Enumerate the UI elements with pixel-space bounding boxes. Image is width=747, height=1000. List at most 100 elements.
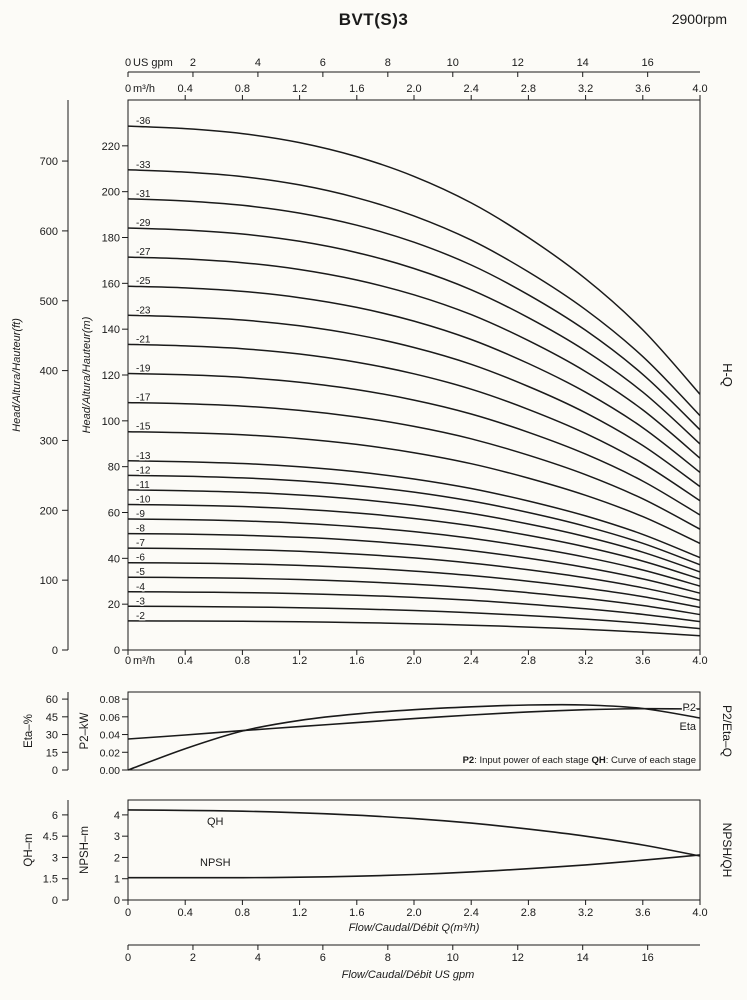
eta-axis-title: Eta–% [23, 714, 35, 748]
usgpm-tick-label: 12 [512, 952, 524, 964]
npsh-tick-label: 0 [114, 895, 120, 907]
m3h-tick-label: 2.4 [464, 655, 479, 667]
m3h-tick-label: 0 [125, 83, 131, 95]
hq-curve-19stages [127, 372, 701, 516]
hq-curve-10stages [127, 503, 701, 580]
hq-curve-31stages [127, 198, 701, 431]
m3h-tick-label: 3.2 [578, 907, 593, 919]
hq-curve-2stages [127, 620, 701, 637]
m-tick-label: 80 [108, 462, 120, 474]
ft-tick-label: 500 [40, 296, 58, 308]
usgpm-tick-label: 4 [255, 57, 261, 69]
m3h-tick-label: 0.8 [235, 655, 250, 667]
stage-label: -4 [136, 582, 145, 593]
m-tick-label: 20 [108, 599, 120, 611]
m-tick-label: 40 [108, 553, 120, 565]
usgpm-tick-label: 6 [320, 57, 326, 69]
p2-axis-title: P2–kW [79, 712, 91, 749]
stage-label: -17 [136, 393, 151, 404]
qh-tick-label: 4.5 [43, 831, 58, 843]
hq-curve-17stages [127, 401, 701, 530]
stage-label: -8 [136, 524, 145, 535]
hq-curve-36stages [127, 125, 701, 395]
npshqh-plot-frame [127, 799, 701, 901]
hq-curve-3stages [127, 605, 701, 630]
p2-tick-label: 0.00 [100, 765, 121, 777]
usgpm-tick-label: 4 [255, 952, 261, 964]
m-tick-label: 100 [102, 416, 120, 428]
usgpm-tick-label: 14 [577, 952, 589, 964]
stage-label: -13 [136, 451, 151, 462]
ft-tick-label: 400 [40, 366, 58, 378]
hq-curve-9stages [127, 518, 701, 587]
npsh-curve [128, 854, 701, 879]
m3h-tick-label: 2.4 [464, 83, 479, 95]
usgpm-unit-label: US gpm [133, 57, 173, 69]
usgpm-tick-label: 0 [125, 952, 131, 964]
npsh-axis-title: NPSH–m [79, 826, 91, 874]
stage-label: -5 [136, 567, 145, 578]
hq-curve-7stages [127, 547, 701, 602]
hq-curve-6stages [127, 561, 701, 609]
page-title: BVT(S)3 [338, 10, 409, 29]
m3h-tick-label: 4.0 [692, 83, 707, 95]
stage-label: -36 [136, 116, 151, 127]
m3h-tick-label: 2.0 [406, 83, 421, 95]
m3h-tick-label: 1.6 [349, 907, 364, 919]
ft-tick-label: 700 [40, 156, 58, 168]
stage-label: -6 [136, 553, 145, 564]
ft-tick-label: 300 [40, 435, 58, 447]
eta-curve [127, 703, 701, 771]
npsh-tick-label: 2 [114, 852, 120, 864]
qh-curve [127, 809, 701, 857]
stage-label: -23 [136, 305, 151, 316]
eta-tick-label: 0 [52, 765, 58, 777]
hq-curve-13stages [127, 460, 701, 559]
m-tick-label: 120 [102, 370, 120, 382]
ft-tick-label: 600 [40, 226, 58, 238]
m-tick-label: 0 [114, 645, 120, 657]
qh-tick-label: 0 [52, 895, 58, 907]
usgpm-tick-label: 2 [190, 952, 196, 964]
m-axis-title: Head/Altura/Hauteur(m) [81, 316, 93, 433]
usgpm-tick-label: 12 [512, 57, 524, 69]
hq-curve-29stages [127, 227, 701, 445]
p2-tick-label: 0.02 [100, 747, 121, 759]
m3h-tick-label: 1.2 [292, 907, 307, 919]
hq-curve-8stages [127, 532, 701, 594]
usgpm-tick-label: 6 [320, 952, 326, 964]
stage-label: -11 [136, 480, 150, 491]
m3h-tick-label: 4.0 [692, 907, 707, 919]
m3h-tick-label: 2.0 [406, 655, 421, 667]
ft-axis-title: Head/Altura/Hauteur(ft) [11, 318, 23, 432]
m3h-tick-label: 1.6 [349, 83, 364, 95]
m3h-tick-label: 2.4 [464, 907, 479, 919]
usgpm-tick-label: 2 [190, 57, 196, 69]
m3h-tick-label: 2.8 [521, 907, 536, 919]
hq-curve-33stages [127, 169, 701, 417]
npsh-curve-label: NPSH [200, 857, 231, 869]
p2-tick-label: 0.04 [100, 730, 121, 742]
m-tick-label: 160 [102, 278, 120, 290]
stage-label: -21 [136, 334, 151, 345]
eta-curve-label: Eta [679, 721, 696, 733]
flow-axis-title-m3h: Flow/Caudal/Débit Q(m³/h) [349, 922, 480, 934]
p2-tick-label: 0.08 [100, 694, 121, 706]
stage-label: -31 [136, 189, 151, 200]
flow-axis-title-usgpm: Flow/Caudal/Débit US gpm [342, 969, 475, 981]
m3h-tick-label: 1.2 [292, 83, 307, 95]
p2eta-right-label: P2/Eta–Q [720, 705, 734, 757]
stage-label: -12 [136, 465, 151, 476]
p2eta-note: P2: Input power of each stage QH: Curve … [463, 755, 696, 766]
stage-label: -9 [136, 509, 145, 520]
stage-label: -19 [136, 364, 151, 375]
m-tick-label: 200 [102, 187, 120, 199]
hq-curve-12stages [127, 474, 701, 566]
stage-label: -15 [136, 422, 151, 433]
stage-label: -29 [136, 218, 151, 229]
eta-tick-label: 45 [46, 712, 58, 724]
m3h-tick-label: 3.2 [578, 83, 593, 95]
hq-curve-5stages [127, 576, 701, 616]
